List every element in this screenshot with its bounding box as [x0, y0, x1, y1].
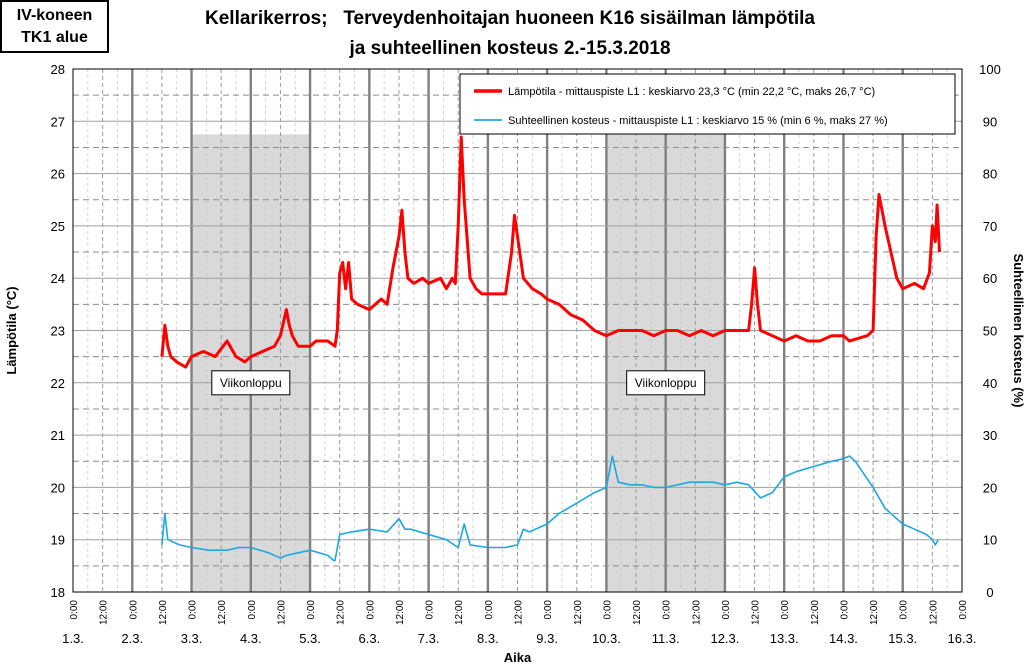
x-date-tick-label: 10.3.: [592, 631, 621, 646]
x-time-tick-label: 12:00: [573, 600, 584, 625]
y-left-tick-label: 28: [51, 62, 65, 77]
x-time-tick-label: 0:00: [247, 600, 258, 620]
y-right-tick-label: 40: [983, 376, 997, 391]
x-date-tick-label: 12.3.: [710, 631, 739, 646]
x-time-tick-label: 0:00: [543, 600, 554, 620]
weekend-annotation-label: Viikonloppu: [635, 376, 697, 390]
y-left-tick-label: 26: [51, 167, 65, 182]
y-axis-right: 0 10 20 30 40 50 60 70 80 90 100: [979, 62, 1001, 600]
x-time-tick-label: 0:00: [128, 600, 139, 620]
weekend-annotation-label: Viikonloppu: [220, 376, 282, 390]
chart-title-line-2: ja suhteellinen kosteus 2.-15.3.2018: [349, 38, 671, 59]
x-date-tick-label: 16.3.: [948, 631, 977, 646]
x-time-tick-label: 0:00: [69, 600, 80, 620]
y-left-tick-label: 24: [51, 271, 65, 286]
legend-temperature-label: Lämpötila - mittauspiste L1 : keskiarvo …: [508, 86, 875, 98]
x-time-tick-label: 0:00: [484, 600, 495, 620]
x-time-tick-label: 12:00: [869, 600, 880, 625]
legend-humidity-label: Suhteellinen kosteus - mittauspiste L1 :…: [508, 115, 888, 127]
y-left-tick-label: 21: [51, 428, 65, 443]
x-time-tick-label: 12:00: [454, 600, 465, 625]
y-right-tick-label: 10: [983, 533, 997, 548]
x-time-tick-label: 12:00: [810, 600, 821, 625]
x-date-tick-label: 2.3.: [121, 631, 143, 646]
grid-lines: [73, 69, 962, 592]
area-stamp: IV-koneen TK1 alue: [0, 0, 109, 53]
humidity-line: [161, 455, 939, 562]
x-time-tick-label: 0:00: [425, 600, 436, 620]
y-left-tick-label: 27: [51, 114, 65, 129]
x-time-tick-label: 12:00: [751, 600, 762, 625]
x-time-tick-label: 12:00: [691, 600, 702, 625]
y-right-tick-label: 70: [983, 219, 997, 234]
x-date-tick-label: 14.3.: [829, 631, 858, 646]
x-date-tick-label: 7.3.: [418, 631, 440, 646]
stamp-line-2: TK1 alue: [21, 28, 88, 46]
y-right-tick-label: 30: [983, 428, 997, 443]
x-time-tick-label: 0:00: [306, 600, 317, 620]
x-date-tick-label: 13.3.: [770, 631, 799, 646]
x-date-tick-label: 1.3.: [62, 631, 84, 646]
y-right-tick-label: 60: [983, 271, 997, 286]
x-time-tick-label: 12:00: [99, 600, 110, 625]
x-date-tick-label: 15.3.: [888, 631, 917, 646]
x-date-tick-label: 3.3.: [181, 631, 203, 646]
x-time-tick-label: 0:00: [602, 600, 613, 620]
y-left-tick-label: 18: [51, 585, 65, 600]
y-right-tick-label: 90: [983, 114, 997, 129]
stamp-line-1: IV-koneen: [16, 6, 93, 24]
chart-title: Kellarikerros; Terveydenhoitajan huoneen…: [120, 4, 900, 64]
x-time-tick-label: 12:00: [217, 600, 228, 625]
y-left-tick-label: 19: [51, 533, 65, 548]
x-time-tick-label: 12:00: [276, 600, 287, 625]
y-right-tick-label: 20: [983, 480, 997, 495]
chart-title-line-1: Kellarikerros; Terveydenhoitajan huoneen…: [205, 8, 815, 29]
x-time-tick-label: 12:00: [632, 600, 643, 625]
y-axis-left: 18 19 20 21 22 23 24 25 26 27 28: [51, 62, 65, 600]
weekend-annotation-box: [211, 370, 291, 396]
x-time-tick-label: 0:00: [958, 600, 969, 620]
x-time-tick-label: 12:00: [928, 600, 939, 625]
y-axis-left-label: Lämpötila (°C): [4, 286, 19, 374]
x-time-tick-label: 12:00: [514, 600, 525, 625]
y-right-tick-label: 0: [986, 585, 993, 600]
x-date-tick-label: 9.3.: [536, 631, 558, 646]
x-date-tick-label: 11.3.: [652, 631, 680, 646]
x-time-tick-label: 0:00: [721, 600, 732, 620]
x-time-tick-label: 0:00: [365, 600, 376, 620]
y-left-tick-label: 20: [51, 480, 65, 495]
x-axis: 0:00 12:00 0:00 12:00 0:00 12:00 0:00 12:00 0:00…: [62, 600, 976, 646]
weekend-annotation-box: [626, 370, 706, 396]
y-left-tick-label: 22: [51, 376, 65, 391]
y-left-tick-label: 23: [51, 324, 65, 339]
legend-box: [459, 73, 956, 135]
x-time-tick-label: 0:00: [899, 600, 910, 620]
x-time-tick-label: 12:00: [395, 600, 406, 625]
plot-frame: [72, 68, 963, 593]
y-axis-right-label: Suhteellinen kosteus (%): [1011, 254, 1024, 408]
x-time-tick-label: 12:00: [158, 600, 169, 625]
x-axis-label: Aika: [504, 650, 532, 665]
x-time-tick-label: 0:00: [188, 600, 199, 620]
x-time-tick-label: 0:00: [839, 600, 850, 620]
x-time-tick-label: 12:00: [336, 600, 347, 625]
temperature-line: [160, 135, 941, 369]
x-date-tick-label: 6.3.: [358, 631, 380, 646]
x-date-tick-label: 4.3.: [240, 631, 262, 646]
x-time-tick-label: 0:00: [662, 600, 673, 620]
y-right-tick-label: 80: [983, 167, 997, 182]
series-lines: [160, 135, 941, 562]
annotations: Viikonloppu Viikonloppu: [211, 370, 706, 396]
legend: Lämpötila - mittauspiste L1 : keskiarvo …: [459, 73, 956, 135]
x-date-tick-label: 8.3.: [477, 631, 499, 646]
x-time-tick-label: 0:00: [780, 600, 791, 620]
y-right-tick-label: 50: [983, 324, 997, 339]
y-right-tick-label: 100: [979, 62, 1001, 77]
y-left-tick-label: 25: [51, 219, 65, 234]
x-date-tick-label: 5.3.: [299, 631, 321, 646]
